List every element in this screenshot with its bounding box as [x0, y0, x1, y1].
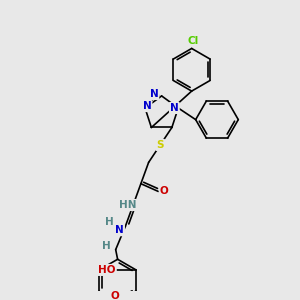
Text: N: N	[142, 101, 152, 111]
Text: HN: HN	[118, 200, 136, 210]
Text: O: O	[160, 186, 169, 197]
Text: N: N	[115, 225, 124, 235]
Text: H: H	[106, 218, 114, 227]
Text: N: N	[170, 103, 179, 113]
Text: O: O	[110, 291, 119, 300]
Text: H: H	[102, 241, 110, 251]
Text: HO: HO	[98, 265, 116, 275]
Text: Cl: Cl	[188, 36, 199, 46]
Text: N: N	[149, 89, 158, 99]
Text: S: S	[157, 140, 164, 150]
